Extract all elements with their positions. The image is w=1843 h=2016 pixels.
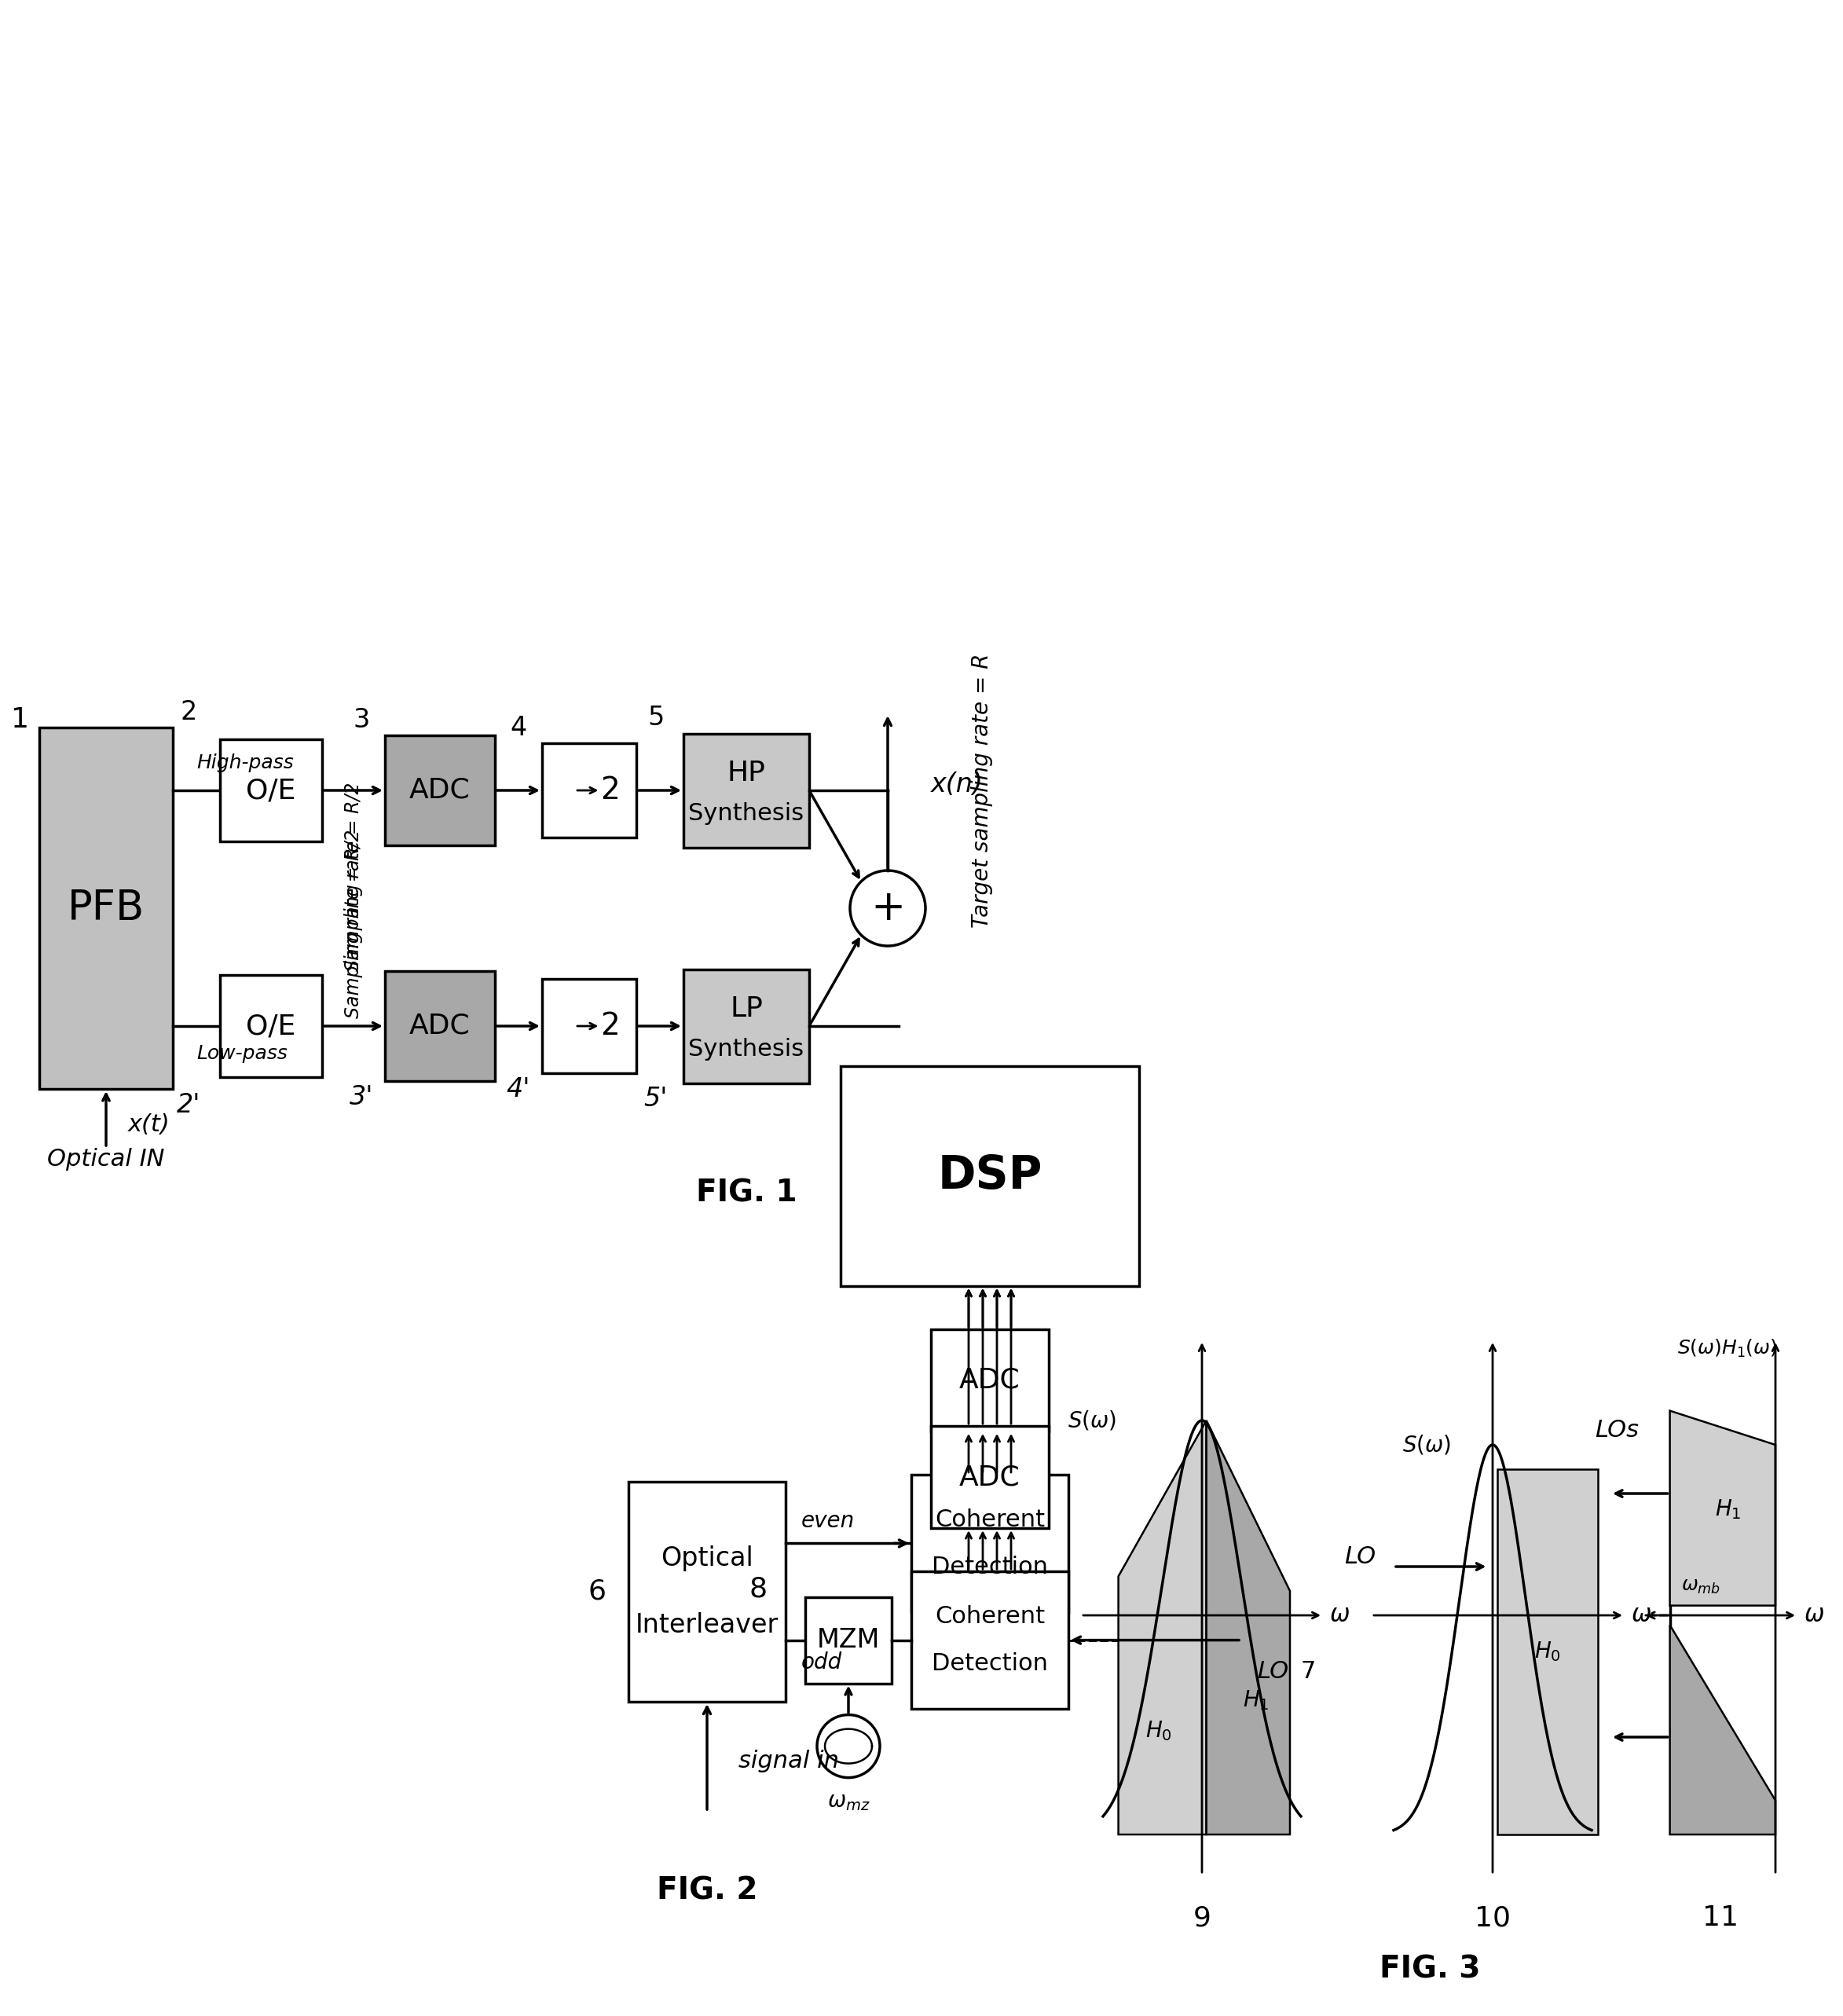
Text: Target sampling rate = R: Target sampling rate = R [971,653,993,927]
Text: $H_0$: $H_0$ [1535,1641,1561,1663]
Text: ADC: ADC [409,776,470,804]
Polygon shape [1670,1625,1775,1835]
Text: 11: 11 [1703,1905,1738,1931]
Text: FIG. 3: FIG. 3 [1379,1954,1480,1984]
Text: $\omega$: $\omega$ [1804,1605,1825,1627]
Text: Sampling rate = R/2: Sampling rate = R/2 [345,829,363,1018]
Text: +: + [870,887,905,929]
Text: $\omega$: $\omega$ [1329,1605,1351,1627]
Text: Low-pass: Low-pass [197,1044,288,1062]
Text: 7: 7 [1299,1659,1316,1683]
Text: $S(\omega)$: $S(\omega)$ [1403,1433,1450,1456]
Text: 2: 2 [181,700,197,726]
Text: FIG. 2: FIG. 2 [656,1875,757,1905]
Text: 2: 2 [601,776,619,804]
Bar [910,1474,1069,1613]
Text: LP: LP [730,996,763,1022]
Bar [385,972,496,1081]
Bar [219,976,323,1077]
Polygon shape [1670,1411,1775,1605]
Text: 6: 6 [588,1579,606,1605]
Text: $H_0$: $H_0$ [1145,1720,1172,1744]
Text: Synthesis: Synthesis [689,1038,804,1060]
Bar [219,740,323,841]
Text: 3: 3 [354,708,370,732]
Text: $H_1$: $H_1$ [1714,1498,1742,1522]
Text: 10: 10 [1474,1905,1511,1931]
Text: x(t): x(t) [129,1113,170,1135]
Text: 3': 3' [350,1085,374,1109]
Text: LO: LO [1257,1659,1288,1683]
Text: 2': 2' [177,1093,201,1117]
Text: O/E: O/E [247,776,297,804]
Text: 4': 4' [507,1077,531,1103]
Bar [910,1570,1069,1710]
Text: ADC: ADC [960,1367,1021,1393]
Bar [684,970,809,1083]
Text: PFB: PFB [68,887,144,929]
Text: LOs: LOs [1594,1419,1638,1441]
Text: $S(\omega)$: $S(\omega)$ [1067,1409,1117,1431]
Text: x(n): x(n) [931,772,984,796]
Text: 5: 5 [647,706,663,730]
Text: ADC: ADC [409,1012,470,1040]
Text: HP: HP [728,760,765,786]
Text: Synthesis: Synthesis [689,802,804,825]
Text: Coherent: Coherent [934,1605,1045,1629]
Polygon shape [1207,1421,1290,1835]
Bar [39,728,173,1089]
Text: 9: 9 [1192,1905,1211,1931]
Bar [931,1425,1049,1528]
Bar [542,980,636,1073]
Text: 2: 2 [601,1012,619,1040]
Text: $\omega_{mb}$: $\omega_{mb}$ [1681,1577,1720,1595]
Text: $\omega_{mz}$: $\omega_{mz}$ [828,1790,870,1812]
Text: O/E: O/E [247,1012,297,1040]
Text: High-pass: High-pass [197,754,293,772]
Text: DSP: DSP [938,1153,1043,1198]
Text: 8: 8 [748,1577,767,1603]
Text: Detection: Detection [933,1653,1049,1675]
Text: FIG. 1: FIG. 1 [697,1177,796,1208]
Bar [805,1597,892,1683]
Bar [385,736,496,845]
Text: $H_1$: $H_1$ [1242,1689,1270,1712]
Text: odd: odd [802,1651,842,1673]
Text: 5': 5' [643,1087,667,1111]
Text: Sampling rate = R/2: Sampling rate = R/2 [345,782,363,972]
Bar [628,1482,785,1702]
Text: signal in: signal in [739,1750,839,1772]
Text: Coherent: Coherent [934,1508,1045,1532]
Text: LO: LO [1345,1546,1377,1568]
Text: MZM: MZM [816,1627,879,1653]
Bar [1497,1470,1598,1835]
Text: ADC: ADC [960,1464,1021,1490]
Text: 1: 1 [11,706,29,734]
Text: even: even [802,1510,855,1532]
Text: Optical IN: Optical IN [48,1149,164,1171]
Text: 4: 4 [511,714,527,740]
Text: Interleaver: Interleaver [636,1611,778,1637]
Text: $S(\omega)H_1(\omega)$: $S(\omega)H_1(\omega)$ [1677,1337,1777,1359]
Text: Detection: Detection [933,1554,1049,1579]
Text: $\omega$: $\omega$ [1631,1605,1651,1627]
Text: Optical: Optical [662,1546,754,1572]
Bar [684,734,809,847]
Bar [931,1329,1049,1431]
Bar [542,744,636,837]
Polygon shape [1119,1421,1207,1835]
Bar [840,1066,1139,1286]
